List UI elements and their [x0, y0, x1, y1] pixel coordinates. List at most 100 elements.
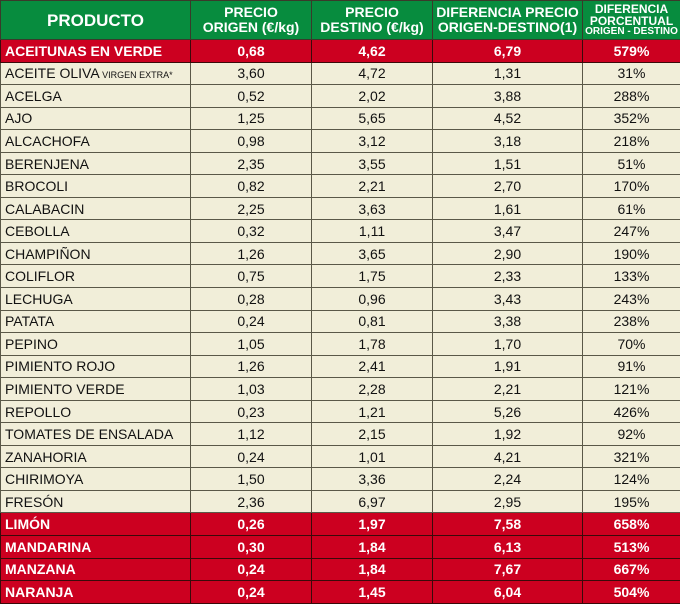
cell-destino: 6,97 [312, 490, 433, 513]
cell-origen: 3,60 [191, 62, 312, 85]
cell-porcentaje: 170% [583, 175, 680, 198]
cell-porcentaje: 426% [583, 400, 680, 423]
cell-destino: 3,63 [312, 197, 433, 220]
cell-producto: PATATA [1, 310, 191, 333]
cell-destino: 1,84 [312, 558, 433, 581]
cell-producto: BERENJENA [1, 152, 191, 175]
cell-destino: 1,45 [312, 581, 433, 604]
cell-producto: ZANAHORIA [1, 445, 191, 468]
cell-diferencia: 7,67 [433, 558, 583, 581]
cell-origen: 1,05 [191, 333, 312, 356]
header-producto: PRODUCTO [1, 1, 191, 40]
cell-origen: 0,28 [191, 288, 312, 311]
product-name: ACEITE OLIVA [5, 65, 100, 81]
cell-diferencia: 3,43 [433, 288, 583, 311]
cell-destino: 3,36 [312, 468, 433, 491]
cell-origen: 1,12 [191, 423, 312, 446]
product-name: AJO [5, 110, 32, 126]
cell-porcentaje: 92% [583, 423, 680, 446]
header-line: ORIGEN (€/kg) [203, 19, 299, 35]
cell-diferencia: 2,95 [433, 490, 583, 513]
cell-porcentaje: 133% [583, 265, 680, 288]
cell-diferencia: 6,04 [433, 581, 583, 604]
cell-destino: 5,65 [312, 107, 433, 130]
cell-origen: 2,25 [191, 197, 312, 220]
cell-producto: PEPINO [1, 333, 191, 356]
cell-destino: 2,15 [312, 423, 433, 446]
cell-origen: 0,26 [191, 513, 312, 536]
product-name: REPOLLO [5, 404, 71, 420]
cell-producto: PIMIENTO ROJO [1, 355, 191, 378]
cell-producto: CALABACIN [1, 197, 191, 220]
product-name: TOMATES DE ENSALADA [5, 426, 173, 442]
product-name: PIMIENTO VERDE [5, 381, 125, 397]
product-name: CHAMPIÑON [5, 246, 91, 262]
product-name: LECHUGA [5, 291, 73, 307]
cell-producto: PIMIENTO VERDE [1, 378, 191, 401]
cell-diferencia: 4,52 [433, 107, 583, 130]
cell-porcentaje: 504% [583, 581, 680, 604]
cell-destino: 1,75 [312, 265, 433, 288]
product-name: CEBOLLA [5, 223, 70, 239]
cell-producto: ACEITUNAS EN VERDE [1, 40, 191, 63]
cell-producto: TOMATES DE ENSALADA [1, 423, 191, 446]
product-name: ACELGA [5, 88, 62, 104]
header-line: DIFERENCIA PRECIO [436, 4, 579, 20]
cell-origen: 1,25 [191, 107, 312, 130]
cell-diferencia: 1,51 [433, 152, 583, 175]
cell-producto: ALCACHOFA [1, 130, 191, 153]
product-name: MANDARINA [5, 539, 91, 555]
cell-origen: 1,26 [191, 242, 312, 265]
cell-porcentaje: 91% [583, 355, 680, 378]
cell-origen: 1,03 [191, 378, 312, 401]
cell-diferencia: 2,24 [433, 468, 583, 491]
cell-origen: 0,52 [191, 85, 312, 108]
cell-destino: 1,84 [312, 536, 433, 559]
cell-destino: 3,55 [312, 152, 433, 175]
cell-porcentaje: 218% [583, 130, 680, 153]
product-name: BROCOLI [5, 178, 68, 194]
cell-origen: 0,23 [191, 400, 312, 423]
cell-porcentaje: 288% [583, 85, 680, 108]
cell-porcentaje: 70% [583, 333, 680, 356]
product-name: PEPINO [5, 336, 58, 352]
cell-producto: AJO [1, 107, 191, 130]
product-name: BERENJENA [5, 156, 89, 172]
cell-origen: 0,98 [191, 130, 312, 153]
cell-producto: MANDARINA [1, 536, 191, 559]
cell-destino: 3,12 [312, 130, 433, 153]
cell-origen: 1,26 [191, 355, 312, 378]
cell-origen: 2,36 [191, 490, 312, 513]
header-line: ORIGEN-DESTINO(1) [438, 19, 577, 35]
cell-origen: 2,35 [191, 152, 312, 175]
cell-destino: 4,62 [312, 40, 433, 63]
cell-producto: NARANJA [1, 581, 191, 604]
cell-origen: 0,68 [191, 40, 312, 63]
cell-diferencia: 4,21 [433, 445, 583, 468]
cell-origen: 0,30 [191, 536, 312, 559]
cell-porcentaje: 51% [583, 152, 680, 175]
cell-origen: 0,24 [191, 558, 312, 581]
product-name: NARANJA [5, 584, 73, 600]
cell-destino: 1,21 [312, 400, 433, 423]
cell-destino: 1,78 [312, 333, 433, 356]
cell-destino: 2,28 [312, 378, 433, 401]
